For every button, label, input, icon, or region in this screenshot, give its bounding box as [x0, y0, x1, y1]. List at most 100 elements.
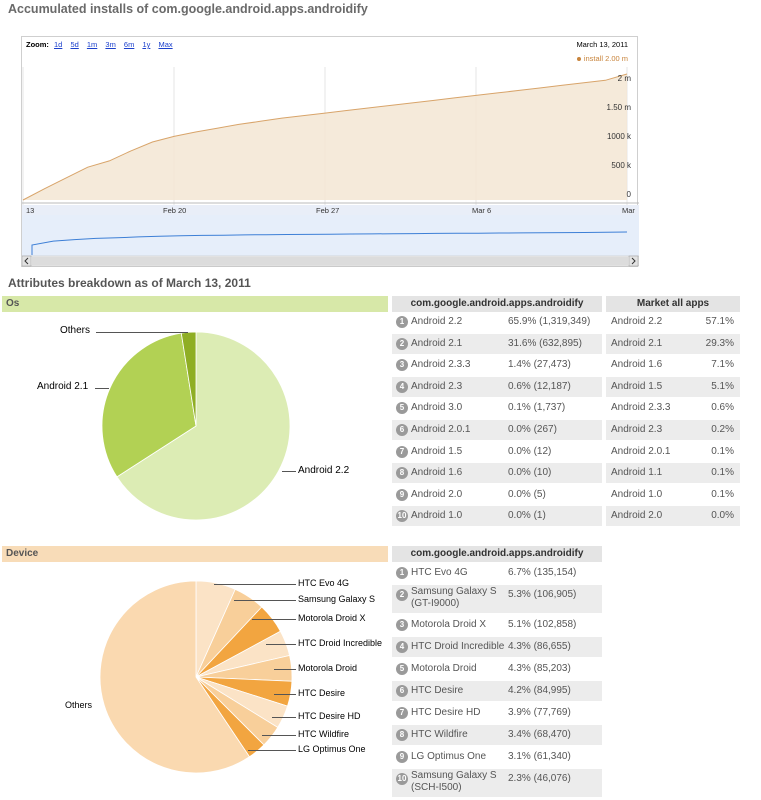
row-value: 57.1%	[705, 316, 734, 327]
page-title: Accumulated installs of com.google.andro…	[8, 2, 368, 16]
row-value: 0.1% (1,737)	[508, 402, 566, 414]
leader-line	[96, 332, 188, 333]
zoom-5d-link[interactable]: 5d	[70, 40, 79, 49]
pie-label-others: Others	[65, 700, 93, 710]
leader-line	[266, 644, 296, 645]
navigator-range	[22, 205, 639, 215]
scrollbar-thumb	[32, 257, 628, 265]
rank-badge: 2	[396, 337, 408, 350]
row-value: 3.1% (61,340)	[508, 751, 571, 762]
device-table-row: 4 HTC Droid Incredible 4.3% (86,655)	[392, 637, 602, 657]
row-value: 65.9% (1,319,349)	[508, 316, 591, 327]
leader-line	[214, 584, 296, 585]
zoom-6m-link[interactable]: 6m	[123, 40, 135, 49]
chart-legend: install 2.00 m	[576, 54, 628, 63]
zoom-1d-link[interactable]: 1d	[54, 40, 63, 49]
pie-label-motorola-droid: Motorola Droid	[298, 663, 358, 673]
row-value: 2.3% (46,076)	[508, 773, 571, 784]
rank-badge: 5	[396, 402, 408, 415]
pie-label-htc-evo-4g: HTC Evo 4G	[298, 578, 350, 588]
rank-badge: 6	[396, 685, 408, 697]
device-table-row: 2 Samsung Galaxy S (GT-I9000) 5.3% (106,90…	[392, 585, 602, 613]
x-tick-label: Feb 20	[163, 206, 187, 215]
row-value: 5.3% (106,905)	[508, 589, 577, 600]
device-header: Device	[2, 546, 388, 562]
device-table-row: 8 HTC Wildfire 3.4% (68,470)	[392, 725, 602, 745]
legend-label: install 2.00 m	[583, 54, 628, 63]
zoom-3m-link[interactable]: 3m	[105, 40, 116, 49]
scroll-left-button	[22, 255, 32, 267]
y-tick-label: 0	[626, 190, 631, 199]
pie-label-others: Others	[60, 325, 91, 336]
leader-line	[248, 750, 296, 751]
rank-badge: 1	[396, 316, 408, 328]
leader-line	[262, 735, 296, 736]
market-table-row: Android 2.3.3 0.6%	[606, 398, 740, 418]
rank-badge: 8	[396, 729, 408, 741]
os-table-row: 9 Android 2.0 0.0% (5)	[392, 485, 602, 505]
row-name: Android 1.6	[411, 467, 463, 479]
install-line	[22, 73, 628, 201]
row-value: 4.3% (86,655)	[508, 641, 571, 652]
row-value: 4.2% (84,995)	[508, 685, 571, 696]
row-name: Android 2.2	[411, 316, 463, 327]
pie-label-motorola-droid-x: Motorola Droid X	[298, 613, 366, 623]
device-table-row: 7 HTC Desire HD 3.9% (77,769)	[392, 703, 602, 723]
row-name: Android 1.0	[411, 510, 463, 522]
row-value: 5.1%	[711, 380, 734, 392]
y-tick-label: 1000 k	[606, 132, 631, 141]
row-value: 0.0% (1)	[508, 510, 546, 522]
market-table-row: Android 1.1 0.1%	[606, 463, 740, 484]
row-name: Android 1.5	[411, 445, 463, 457]
rank-badge: 4	[396, 641, 408, 653]
pie-label-htc-desire: HTC Desire	[298, 688, 346, 698]
legend-dot-icon	[576, 57, 581, 62]
pie-slice-android-2-1	[101, 332, 197, 478]
market-table-row: Android 1.0 0.1%	[606, 485, 740, 505]
navigator-area	[22, 215, 639, 256]
zoom-1m-link[interactable]: 1m	[86, 40, 98, 49]
device-table-row: 9 LG Optimus One 3.1% (61,340)	[392, 747, 602, 767]
pie-label-htc-droid-incredible: HTC Droid Incredible	[298, 638, 383, 648]
os-table-row: 6 Android 2.0.1 0.0% (267)	[392, 420, 602, 440]
pie-slice-android-2-2	[116, 331, 291, 521]
row-name: Android 2.2	[611, 316, 663, 327]
row-name: Android 2.3.3	[611, 402, 671, 414]
device-table-row: 3 Motorola Droid X 5.1% (102,858)	[392, 615, 602, 635]
row-value: 0.0% (10)	[508, 467, 552, 479]
zoom-max-link[interactable]: Max	[158, 40, 173, 49]
row-value: 5.1% (102,858)	[508, 619, 577, 630]
market-table-row: Android 2.0.1 0.1%	[606, 442, 740, 462]
row-name: Android 3.0	[411, 402, 463, 414]
scroll-right-icon	[631, 257, 636, 265]
leader-line	[252, 619, 296, 620]
x-tick-label: 13	[26, 206, 35, 215]
rank-badge: 6	[396, 424, 408, 436]
rank-badge: 10	[396, 773, 408, 785]
device-table-row: 5 Motorola Droid 4.3% (85,203)	[392, 659, 602, 679]
market-table-row: Android 2.2 57.1%	[606, 312, 740, 332]
row-value: 4.3% (85,203)	[508, 663, 571, 674]
y-tick-label: 500 k	[611, 161, 631, 170]
zoom-1y-link[interactable]: 1y	[142, 40, 151, 49]
row-name: Android 2.0	[411, 488, 463, 500]
os-pie-chart	[101, 331, 291, 521]
scroll-left-icon	[24, 257, 29, 265]
row-name: Android 1.6	[611, 359, 663, 371]
device-table-row: 10 Samsung Galaxy S (SCH-I500) 2.3% (46,07…	[392, 769, 602, 797]
leader-line	[274, 669, 296, 670]
device-app-table-header: com.google.android.apps.androidify	[392, 546, 602, 562]
rank-badge: 3	[396, 619, 408, 631]
os-header: Os	[2, 296, 388, 312]
x-tick-label: Feb 27	[316, 206, 340, 215]
row-name: Samsung Galaxy S (SCH-I500)	[411, 770, 497, 793]
row-value: 31.6% (632,895)	[508, 337, 582, 349]
pie-label-lg-optimus-one: LG Optimus One	[298, 744, 366, 754]
row-name: Android 1.1	[611, 467, 663, 479]
pie-slice-others	[180, 331, 197, 427]
row-name: Android 2.3	[611, 424, 663, 435]
row-name: Android 2.0.1	[611, 445, 671, 457]
rank-badge: 10	[396, 510, 408, 523]
row-name: Android 2.3.3	[411, 359, 471, 371]
row-name: Android 2.3	[411, 380, 463, 392]
